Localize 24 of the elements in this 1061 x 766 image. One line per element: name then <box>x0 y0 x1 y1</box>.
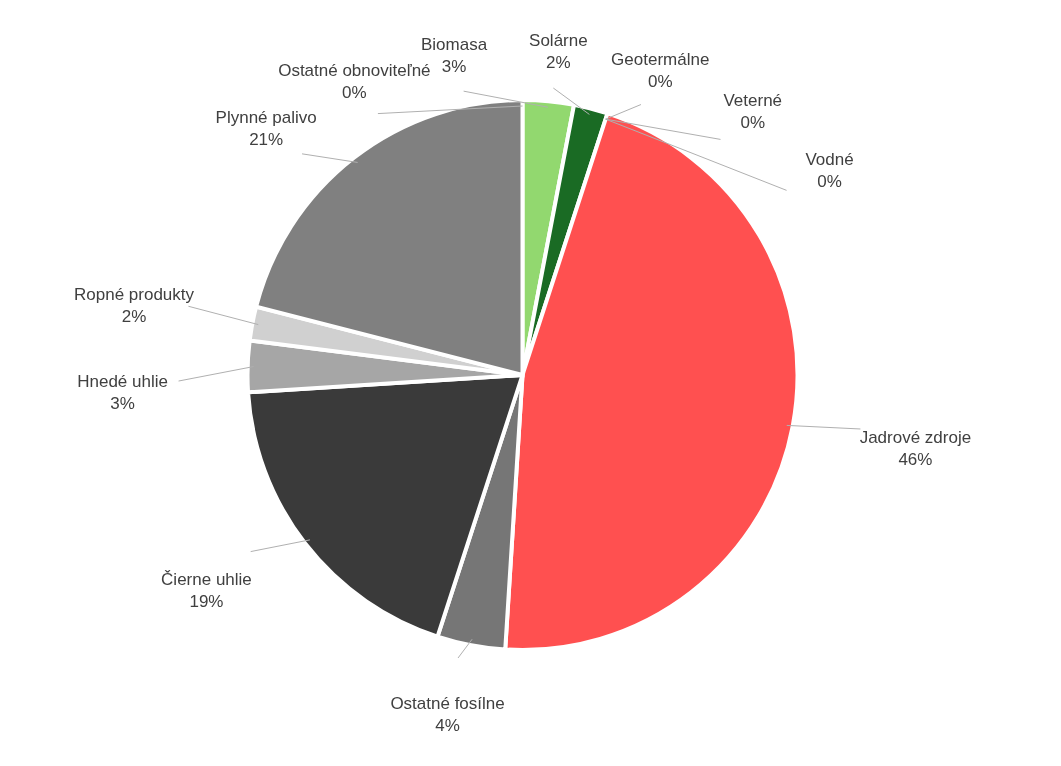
slice-label: Solárne <box>529 31 588 51</box>
data-label: 2% <box>546 53 571 73</box>
data-label: 2% <box>121 307 147 327</box>
text: 0% <box>740 113 766 133</box>
category-label: Vodné <box>805 150 854 170</box>
text: 0% <box>342 83 367 103</box>
data-label: 46% <box>898 449 933 469</box>
text: 0% <box>817 172 842 192</box>
category-label: Geotermálne <box>611 50 710 70</box>
slice-label: Čierne uhlie <box>161 570 252 590</box>
slice-label: Biomasa <box>420 34 488 54</box>
slice-label: Ropné produkty <box>74 285 195 305</box>
text: 0% <box>647 72 673 92</box>
slice-label: Ostatné fosílne <box>390 694 505 714</box>
data-label: 19% <box>189 592 224 612</box>
category-label: Ostatné obnoviteľné <box>278 61 431 81</box>
category-label: Veterné <box>723 91 783 111</box>
data-label: 4% <box>435 716 460 736</box>
slice-label: Jadrové zdroje <box>859 427 972 447</box>
slice-label: Plynné palivo <box>215 107 317 127</box>
data-label: 21% <box>249 129 284 149</box>
data-label: 3% <box>110 394 135 414</box>
slice-label: Hnedé uhlie <box>77 372 168 392</box>
data-label: 3% <box>441 56 467 76</box>
